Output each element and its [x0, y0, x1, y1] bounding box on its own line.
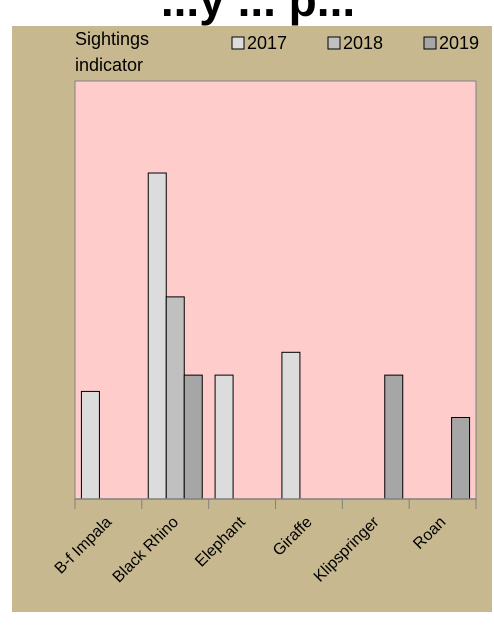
chart-legend: 2017 2018 2019 — [231, 33, 479, 53]
bar-black-rhino-2017 — [147, 172, 167, 500]
bar-black-rhino-2019 — [183, 374, 203, 500]
legend-label-2018: 2018 — [343, 33, 383, 53]
legend-label-2019: 2019 — [439, 33, 479, 53]
bar-black-rhino-2018 — [165, 296, 185, 500]
bars-group — [80, 172, 471, 500]
legend-swatch-2019 — [423, 36, 437, 50]
y-axis-label-line-2: indicator — [75, 55, 143, 75]
legend-label-2017: 2017 — [247, 33, 287, 53]
bar-elephant-2017 — [214, 374, 234, 500]
bar-giraffe-2017 — [281, 351, 301, 500]
legend-swatch-2018 — [327, 36, 341, 50]
legend-swatch-2017 — [231, 36, 245, 50]
bar-b-f-impala-2017 — [80, 390, 100, 500]
plot-area — [74, 80, 477, 500]
bar-klipspringer-2019 — [384, 374, 404, 500]
bar-roan-2019 — [451, 417, 471, 500]
axes-group — [74, 498, 477, 509]
y-axis-label-line-1: Sightings — [75, 29, 149, 49]
chart-title: ...y ... p... — [161, 0, 355, 26]
